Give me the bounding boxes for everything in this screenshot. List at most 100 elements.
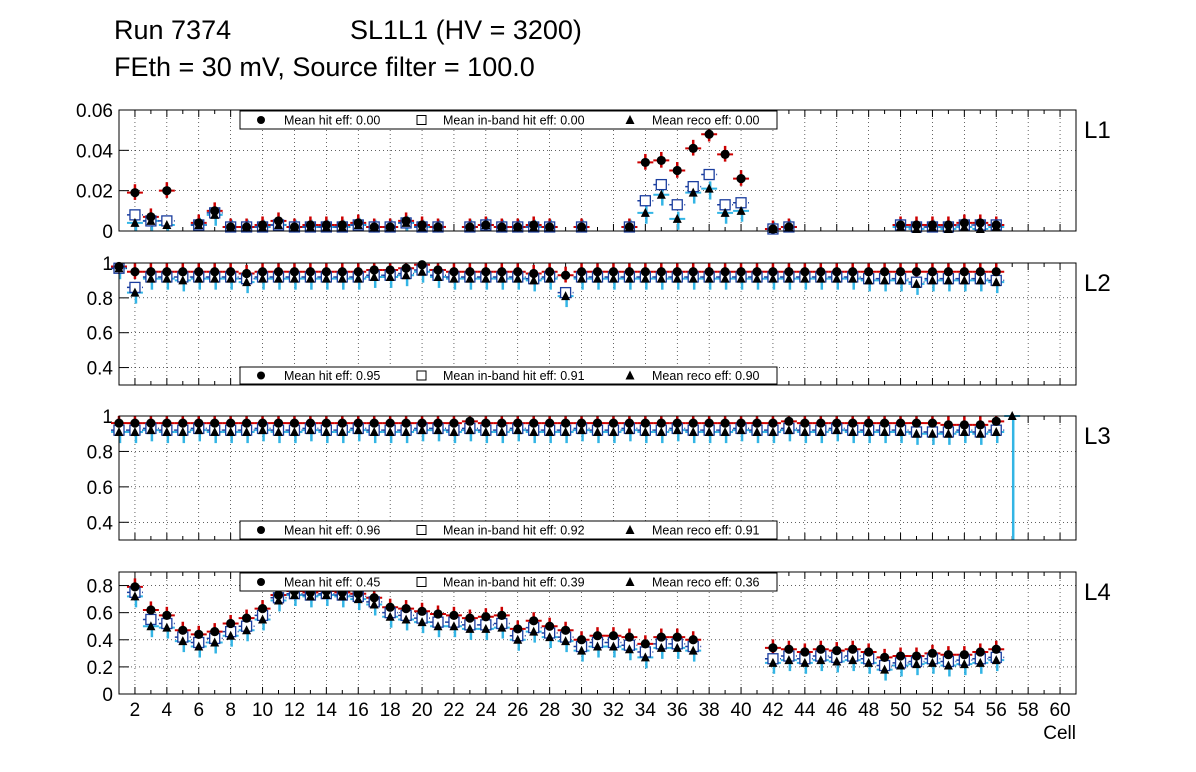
hit-marker (513, 418, 523, 428)
hit-marker (417, 260, 427, 270)
data-point-cell-57 (1004, 411, 1021, 540)
data-point-cell-13 (302, 263, 319, 290)
data-point-cell-22 (445, 416, 462, 444)
data-point-cell-19 (398, 263, 415, 287)
data-point-cell-34 (637, 153, 654, 224)
reco-marker (752, 426, 762, 436)
data-point-cell-36 (669, 263, 686, 290)
x-tick-label: 56 (986, 700, 1007, 721)
reco-marker (178, 636, 188, 646)
y-tick-label: 0.8 (87, 442, 113, 463)
data-point-cell-19 (398, 212, 415, 231)
legend-hit-label: Mean hit eff: 0.95 (284, 369, 380, 383)
hit-marker (146, 418, 156, 428)
panel-l3: 0.4 0.6 0.8 1 L3 Mean hit eff: 0.96 Mean in-ba… (87, 407, 1111, 541)
reco-marker (896, 275, 906, 285)
data-point-cell-4 (158, 606, 175, 639)
data-point-cell-5 (174, 416, 191, 444)
reco-marker (736, 205, 746, 215)
hit-marker (911, 220, 922, 230)
data-point-cell-18 (382, 598, 399, 628)
y-tick-label: 0.06 (76, 101, 113, 122)
hit-marker (736, 267, 746, 277)
reco-marker (178, 275, 188, 285)
reco-marker (545, 426, 555, 436)
y-tick-label: 0 (102, 685, 113, 706)
hit-marker (194, 418, 204, 428)
data-point-cell-28 (541, 218, 558, 233)
x-tick-label: 52 (922, 700, 943, 721)
data-point-cell-40 (733, 263, 750, 290)
hit-marker (497, 418, 507, 428)
plot-frame (118, 109, 1077, 232)
data-point-cell-36 (669, 416, 686, 442)
data-point-cell-3 (142, 263, 159, 290)
reco-marker (577, 273, 587, 283)
x-tick-label: 28 (539, 700, 560, 721)
reco-marker (880, 664, 890, 674)
hit-marker (975, 218, 985, 228)
reco-marker (513, 425, 523, 435)
reco-marker (258, 425, 268, 435)
hit-marker (162, 610, 172, 620)
reco-marker (369, 426, 379, 436)
data-point-cell-42 (764, 220, 781, 235)
hit-marker (401, 216, 411, 226)
reco-marker (561, 426, 571, 436)
data-point-cell-5 (174, 621, 191, 653)
data-point-cell-55 (972, 214, 989, 233)
data-point-cell-54 (956, 263, 973, 292)
reco-marker (130, 426, 140, 436)
data-point-cell-10 (254, 600, 271, 631)
hit-marker (720, 267, 730, 277)
x-tick-label: 42 (762, 700, 783, 721)
legend-reco-marker (625, 370, 635, 380)
reco-marker (146, 273, 156, 283)
reco-marker (832, 425, 842, 435)
legend-reco-marker (625, 525, 635, 534)
x-tick-label: 32 (603, 700, 624, 721)
data-point-cell-54 (956, 646, 973, 676)
legend-reco-label: Mean reco eff: 0.36 (652, 576, 760, 590)
hit-marker (417, 606, 427, 616)
hit-marker (513, 222, 523, 232)
data-point-cell-30 (573, 218, 590, 233)
hit-marker (226, 418, 236, 428)
data-point-cell-51 (908, 647, 925, 676)
y-tick-label: 0.4 (87, 513, 114, 534)
hit-marker (943, 220, 954, 230)
hit-marker (433, 609, 443, 619)
hit-marker (688, 143, 698, 153)
reco-marker (768, 426, 778, 436)
hit-marker (959, 218, 969, 228)
data-point-cell-4 (158, 263, 175, 290)
inband-marker (671, 199, 683, 211)
data-point-cell-43 (780, 416, 797, 442)
data-point-cell-27 (525, 612, 542, 643)
reco-marker (369, 599, 379, 609)
inband-marker (639, 195, 651, 207)
reco-marker (130, 591, 140, 601)
reco-marker (529, 426, 539, 436)
data-point-cell-10 (254, 416, 271, 442)
data-point-cell-34 (637, 635, 654, 669)
reco-marker (959, 275, 969, 285)
reco-marker (688, 645, 698, 655)
data-point-cell-7 (206, 202, 223, 226)
data-point-cell-56 (988, 263, 1005, 294)
reco-marker (226, 630, 236, 640)
hit-marker (146, 605, 156, 615)
hit-marker (943, 267, 954, 277)
legend-box (239, 572, 778, 592)
reco-marker (896, 660, 906, 670)
data-point-cell-7 (206, 416, 223, 444)
data-point-cell-13 (302, 216, 319, 233)
reco-marker (561, 291, 571, 301)
x-tick-label: 22 (443, 700, 464, 721)
hit-marker (257, 604, 268, 614)
data-point-cell-52 (924, 216, 941, 233)
hit-marker (959, 420, 969, 430)
hit-marker (608, 418, 619, 428)
data-point-cell-38 (701, 125, 718, 200)
legend-reco-label: Mean reco eff: 0.00 (652, 114, 760, 128)
